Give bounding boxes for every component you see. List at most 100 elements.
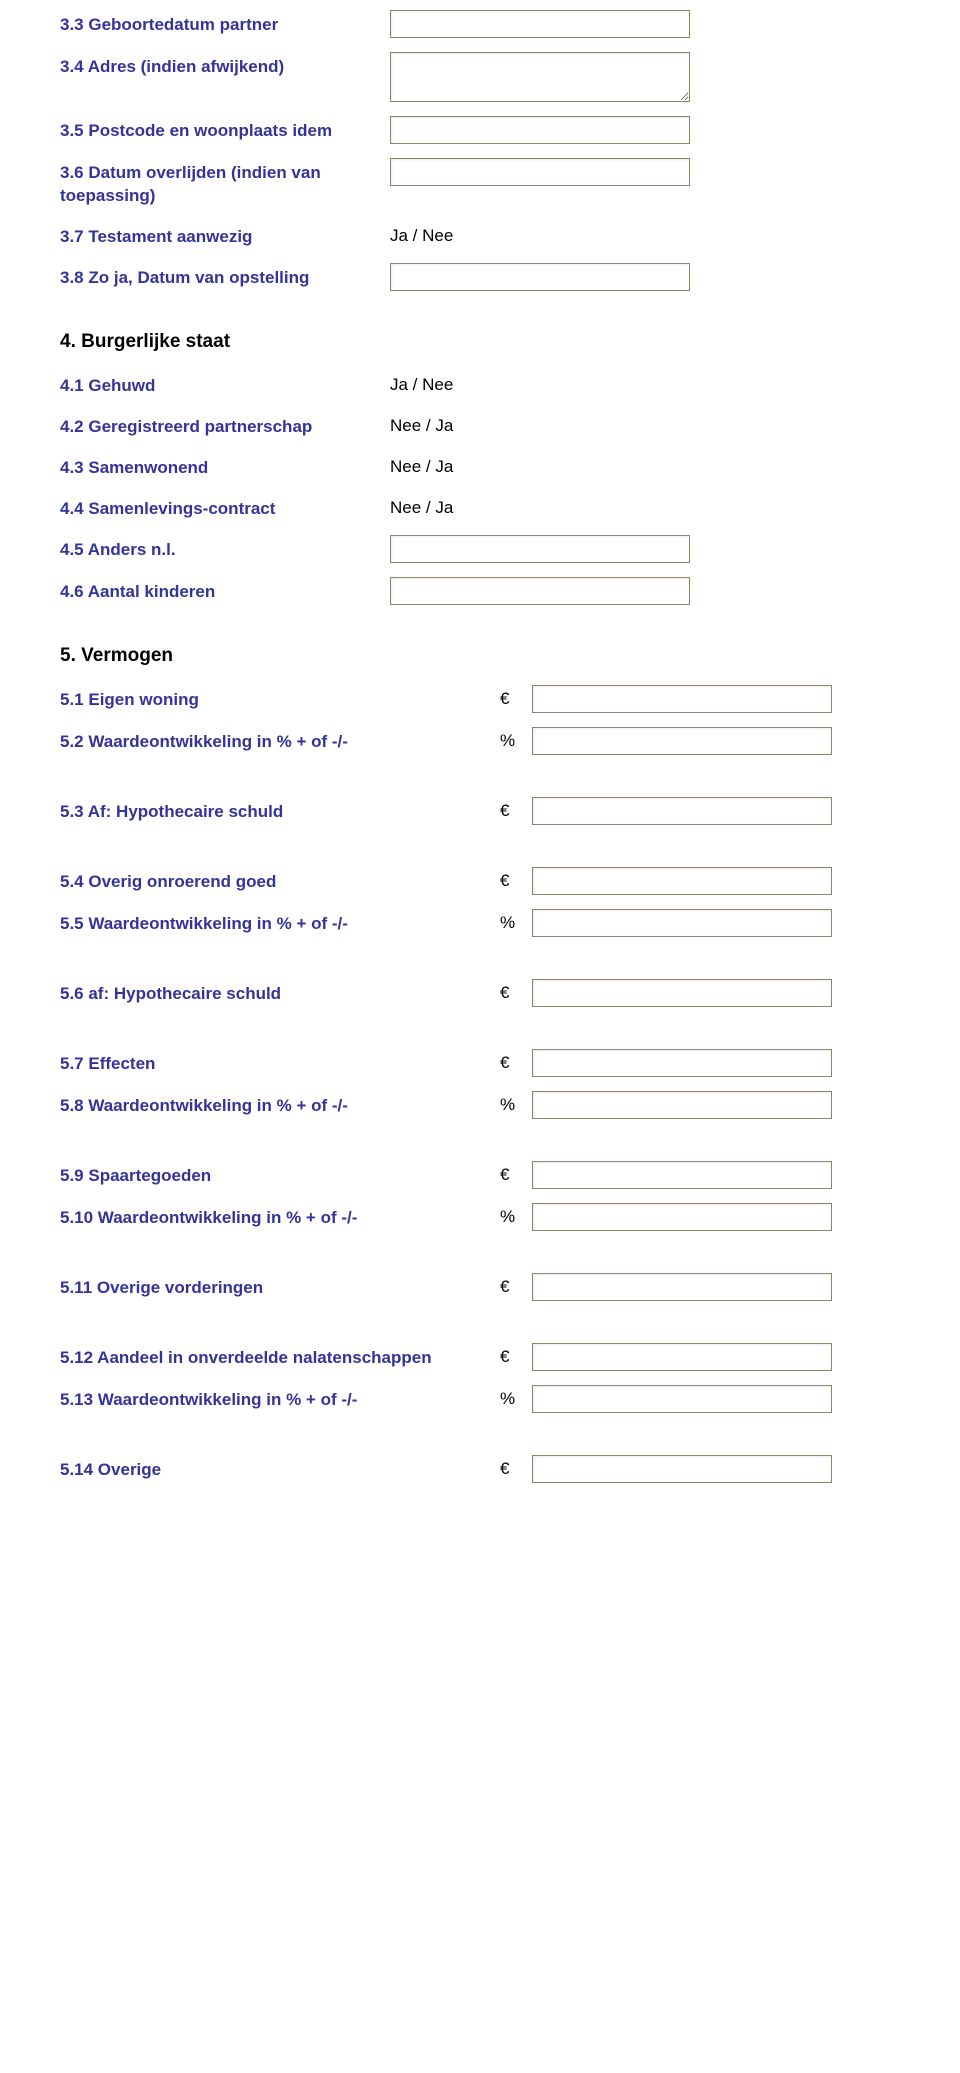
- val-5-14: €: [500, 1455, 900, 1483]
- spacer: [60, 1245, 900, 1273]
- val-5-9: €: [500, 1161, 900, 1189]
- val-4-6: [390, 577, 900, 605]
- val-3-6: [390, 158, 900, 186]
- unit-5-3: €: [500, 801, 522, 821]
- heading-4: 4. Burgerlijke staat: [60, 331, 900, 353]
- label-5-13: 5.13 Waardeontwikkeling in % + of -/-: [60, 1385, 500, 1412]
- label-3-4: 3.4 Adres (indien afwijkend): [60, 52, 390, 79]
- val-4-2: Nee / Ja: [390, 412, 900, 436]
- label-3-5: 3.5 Postcode en woonplaats idem: [60, 116, 390, 143]
- spacer: [60, 1427, 900, 1455]
- input-3-8[interactable]: [390, 263, 690, 291]
- input-5-12[interactable]: [532, 1343, 832, 1371]
- label-5-9: 5.9 Spaartegoeden: [60, 1161, 500, 1188]
- row-5-6: 5.6 af: Hypothecaire schuld€: [60, 979, 900, 1007]
- input-5-9[interactable]: [532, 1161, 832, 1189]
- row-5-3: 5.3 Af: Hypothecaire schuld€: [60, 797, 900, 825]
- row-3-5: 3.5 Postcode en woonplaats idem: [60, 116, 900, 144]
- row-5-9: 5.9 Spaartegoeden€: [60, 1161, 900, 1189]
- label-4-3: 4.3 Samenwonend: [60, 453, 390, 480]
- label-4-4: 4.4 Samenlevings-contract: [60, 494, 390, 521]
- input-3-3[interactable]: [390, 10, 690, 38]
- answer-4-3: Nee / Ja: [390, 453, 453, 477]
- val-5-6: €: [500, 979, 900, 1007]
- val-4-5: [390, 535, 900, 563]
- val-4-1: Ja / Nee: [390, 371, 900, 395]
- row-4-1: 4.1 Gehuwd Ja / Nee: [60, 371, 900, 398]
- unit-5-6: €: [500, 983, 522, 1003]
- val-5-1: €: [500, 685, 900, 713]
- unit-5-7: €: [500, 1053, 522, 1073]
- input-3-5[interactable]: [390, 116, 690, 144]
- unit-5-13: %: [500, 1389, 522, 1409]
- heading-5: 5. Vermogen: [60, 645, 900, 667]
- row-4-4: 4.4 Samenlevings-contract Nee / Ja: [60, 494, 900, 521]
- label-5-7: 5.7 Effecten: [60, 1049, 500, 1076]
- unit-5-8: %: [500, 1095, 522, 1115]
- input-5-4[interactable]: [532, 867, 832, 895]
- input-5-6[interactable]: [532, 979, 832, 1007]
- row-5-11: 5.11 Overige vorderingen€: [60, 1273, 900, 1301]
- val-5-5: %: [500, 909, 900, 937]
- spacer: [60, 1021, 900, 1049]
- input-5-8[interactable]: [532, 1091, 832, 1119]
- input-4-5[interactable]: [390, 535, 690, 563]
- row-3-7: 3.7 Testament aanwezig Ja / Nee: [60, 222, 900, 249]
- input-5-14[interactable]: [532, 1455, 832, 1483]
- row-3-8: 3.8 Zo ja, Datum van opstelling: [60, 263, 900, 291]
- label-5-8: 5.8 Waardeontwikkeling in % + of -/-: [60, 1091, 500, 1118]
- input-4-6[interactable]: [390, 577, 690, 605]
- input-5-5[interactable]: [532, 909, 832, 937]
- val-5-7: €: [500, 1049, 900, 1077]
- answer-3-7: Ja / Nee: [390, 222, 453, 246]
- input-3-4[interactable]: [390, 52, 690, 102]
- label-5-3: 5.3 Af: Hypothecaire schuld: [60, 797, 500, 824]
- row-5-14: 5.14 Overige€: [60, 1455, 900, 1483]
- spacer: [60, 769, 900, 797]
- row-5-12: 5.12 Aandeel in onverdeelde nalatenschap…: [60, 1343, 900, 1371]
- val-3-7: Ja / Nee: [390, 222, 900, 246]
- label-4-2: 4.2 Geregistreerd partnerschap: [60, 412, 390, 439]
- label-5-2: 5.2 Waardeontwikkeling in % + of -/-: [60, 727, 500, 754]
- spacer: [60, 1315, 900, 1343]
- label-3-6: 3.6 Datum overlijden (indien van toepass…: [60, 158, 390, 208]
- unit-5-2: %: [500, 731, 522, 751]
- spacer: [60, 1133, 900, 1161]
- label-5-6: 5.6 af: Hypothecaire schuld: [60, 979, 500, 1006]
- unit-5-4: €: [500, 871, 522, 891]
- unit-5-9: €: [500, 1165, 522, 1185]
- label-3-3: 3.3 Geboortedatum partner: [60, 10, 390, 37]
- row-3-3: 3.3 Geboortedatum partner: [60, 10, 900, 38]
- input-5-2[interactable]: [532, 727, 832, 755]
- input-5-11[interactable]: [532, 1273, 832, 1301]
- unit-5-1: €: [500, 689, 522, 709]
- label-5-4: 5.4 Overig onroerend goed: [60, 867, 500, 894]
- row-4-2: 4.2 Geregistreerd partnerschap Nee / Ja: [60, 412, 900, 439]
- answer-4-4: Nee / Ja: [390, 494, 453, 518]
- val-5-10: %: [500, 1203, 900, 1231]
- input-5-7[interactable]: [532, 1049, 832, 1077]
- val-3-3: [390, 10, 900, 38]
- row-5-13: 5.13 Waardeontwikkeling in % + of -/-%: [60, 1385, 900, 1413]
- unit-5-5: %: [500, 913, 522, 933]
- label-5-5: 5.5 Waardeontwikkeling in % + of -/-: [60, 909, 500, 936]
- input-3-6[interactable]: [390, 158, 690, 186]
- val-5-11: €: [500, 1273, 900, 1301]
- answer-4-2: Nee / Ja: [390, 412, 453, 436]
- label-4-1: 4.1 Gehuwd: [60, 371, 390, 398]
- label-5-10: 5.10 Waardeontwikkeling in % + of -/-: [60, 1203, 500, 1230]
- val-5-12: €: [500, 1343, 900, 1371]
- val-5-2: %: [500, 727, 900, 755]
- label-3-8: 3.8 Zo ja, Datum van opstelling: [60, 263, 390, 290]
- label-4-5: 4.5 Anders n.l.: [60, 535, 390, 562]
- val-3-8: [390, 263, 900, 291]
- input-5-10[interactable]: [532, 1203, 832, 1231]
- label-4-6: 4.6 Aantal kinderen: [60, 577, 390, 604]
- val-5-13: %: [500, 1385, 900, 1413]
- input-5-1[interactable]: [532, 685, 832, 713]
- row-4-5: 4.5 Anders n.l.: [60, 535, 900, 563]
- input-5-3[interactable]: [532, 797, 832, 825]
- row-3-6: 3.6 Datum overlijden (indien van toepass…: [60, 158, 900, 208]
- input-5-13[interactable]: [532, 1385, 832, 1413]
- unit-5-10: %: [500, 1207, 522, 1227]
